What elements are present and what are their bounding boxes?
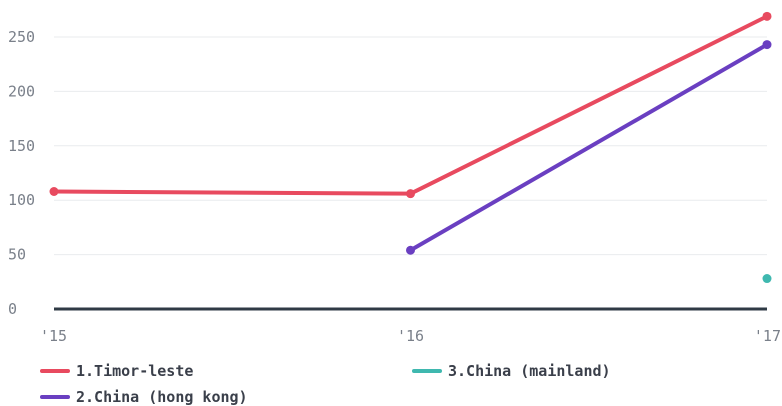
x-tick-label: '17 (754, 327, 781, 345)
y-axis-ticks: 0 50 100 150 200 250 (8, 28, 35, 318)
series-3 (762, 274, 772, 284)
y-tick-label: 50 (8, 246, 26, 264)
y-tick-label: 150 (8, 137, 35, 155)
series-1 (49, 11, 772, 199)
data-point[interactable] (406, 245, 415, 255)
data-point[interactable] (406, 189, 415, 199)
data-point[interactable] (762, 11, 772, 21)
data-point[interactable] (49, 186, 59, 196)
data-point[interactable] (762, 40, 772, 50)
x-tick-label: '16 (397, 327, 424, 345)
series-line (408, 42, 769, 253)
x-axis-ticks: '15 '16 '17 (40, 327, 781, 345)
x-tick-label: '15 (40, 327, 67, 345)
y-tick-label: 100 (8, 191, 35, 209)
y-tick-label: 200 (8, 82, 35, 100)
series-2 (406, 40, 772, 255)
grid-lines (54, 36, 767, 256)
y-tick-label: 250 (8, 28, 35, 46)
data-point[interactable] (762, 274, 772, 284)
y-tick-label: 0 (8, 300, 17, 318)
series-lines (49, 11, 772, 284)
